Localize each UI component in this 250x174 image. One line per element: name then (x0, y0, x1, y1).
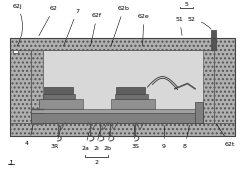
Bar (10, 38, 214, 50)
Text: 2b: 2b (104, 132, 112, 151)
Text: 62t: 62t (216, 124, 235, 147)
Bar (10, 38, 31, 136)
Text: 62b: 62b (111, 6, 130, 46)
Text: 62f: 62f (90, 13, 102, 46)
Bar (111, 99, 155, 109)
Text: 2i: 2i (94, 132, 100, 151)
Bar (44, 87, 72, 94)
Text: 62: 62 (39, 6, 58, 36)
Text: 3S: 3S (132, 125, 140, 149)
Text: 9: 9 (162, 125, 166, 149)
Text: 1: 1 (8, 160, 13, 166)
Bar (195, 102, 202, 123)
Text: 62e: 62e (138, 14, 149, 46)
Bar (202, 50, 214, 123)
Bar (31, 113, 202, 123)
Bar (31, 50, 42, 123)
Bar (116, 87, 145, 94)
Bar (31, 50, 202, 123)
Text: 51: 51 (176, 17, 184, 35)
Bar (42, 94, 75, 99)
Text: 5: 5 (184, 2, 188, 7)
Bar (214, 38, 235, 136)
Bar (13, 50, 18, 53)
Text: 4: 4 (24, 125, 32, 145)
Text: 2: 2 (94, 160, 98, 165)
Bar (10, 123, 235, 136)
Bar (115, 94, 148, 99)
Text: 2a: 2a (81, 131, 89, 151)
Bar (31, 109, 202, 113)
Bar (10, 38, 235, 136)
Text: 62j: 62j (12, 4, 23, 46)
Bar (39, 99, 82, 109)
Text: 8: 8 (183, 125, 190, 149)
Bar (31, 119, 42, 124)
Text: 3R: 3R (50, 125, 61, 149)
Text: 52: 52 (188, 17, 211, 29)
Text: 7: 7 (64, 9, 79, 46)
Bar (211, 30, 216, 50)
